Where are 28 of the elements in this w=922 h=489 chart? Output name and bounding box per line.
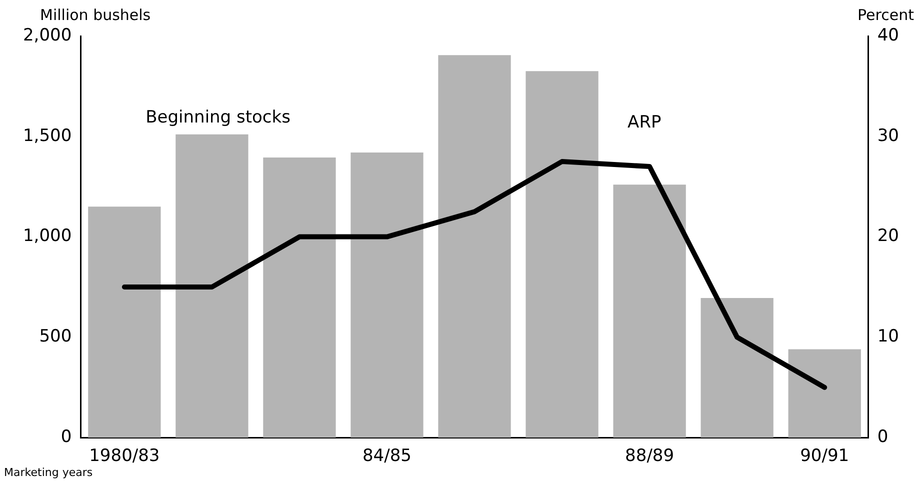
bar [438, 55, 511, 438]
y-tick-label: 2,000 [22, 25, 72, 46]
bar [176, 134, 248, 438]
y-tick-label: 0 [60, 427, 72, 448]
y-tick-label: 1,500 [22, 126, 72, 146]
x-axis-title: Marketing years [4, 466, 93, 479]
y2-tick-label: 20 [877, 226, 900, 246]
bar [88, 206, 161, 438]
x-tick-label: 90/91 [800, 446, 850, 466]
y2-axis-title: Percent [858, 6, 914, 24]
y2-tick-label: 0 [877, 427, 888, 448]
bar [788, 349, 861, 438]
bar [613, 184, 686, 438]
y2-tick-label: 40 [877, 25, 900, 46]
bar [526, 71, 598, 438]
bar [350, 152, 424, 438]
x-tick-label: 1980/83 [89, 446, 160, 466]
y-tick-label: 500 [39, 326, 72, 347]
x-tick-label: 84/85 [362, 446, 412, 466]
y-axis-title: Million bushels [40, 6, 151, 24]
series-label: Beginning stocks [146, 107, 291, 128]
series-label: ARP [628, 112, 662, 132]
y2-tick-label: 10 [877, 326, 900, 347]
bar [263, 157, 336, 438]
y2-tick-label: 30 [877, 126, 900, 146]
x-tick-label: 88/89 [625, 446, 674, 466]
bar [700, 298, 774, 438]
y-tick-label: 1,000 [22, 226, 72, 246]
